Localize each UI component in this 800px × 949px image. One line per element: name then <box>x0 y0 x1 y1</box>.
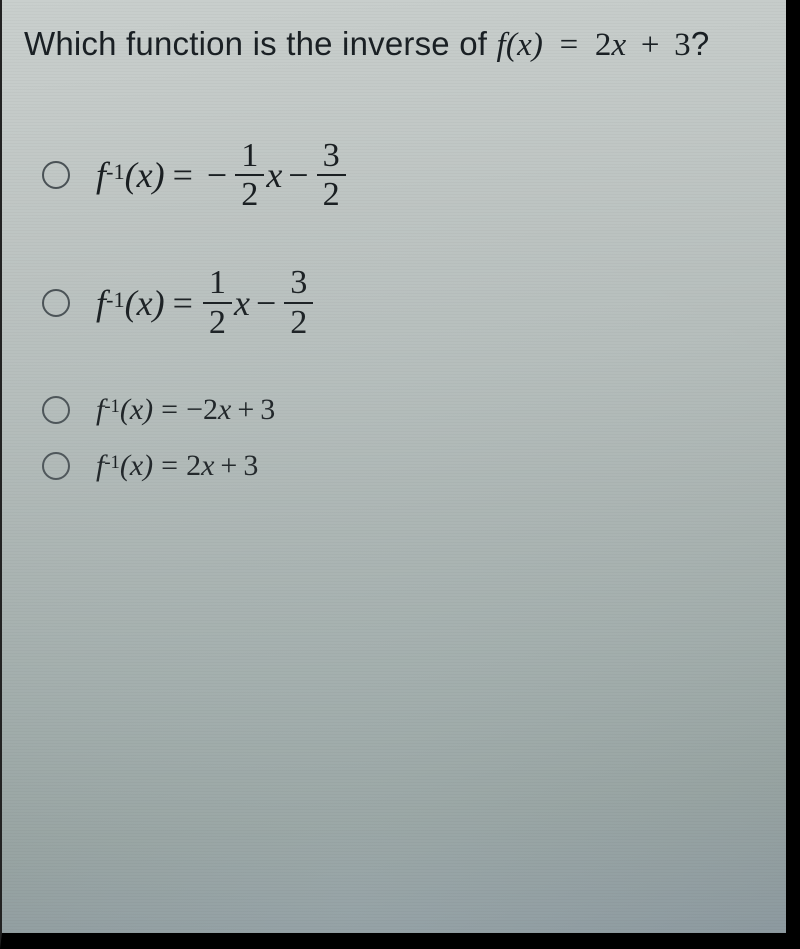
option-d-math: f-1(x) = 2x + 3 <box>96 449 258 483</box>
radio-b[interactable] <box>42 289 70 317</box>
radio-a[interactable] <box>42 161 70 189</box>
option-d[interactable]: f-1(x) = 2x + 3 <box>24 449 766 483</box>
radio-c[interactable] <box>42 396 70 424</box>
radio-d[interactable] <box>42 452 70 480</box>
quiz-screen: Which function is the inverse of f(x) = … <box>0 0 800 949</box>
fraction-icon: 3 2 <box>284 265 313 341</box>
fraction-icon: 1 2 <box>235 138 264 214</box>
fraction-icon: 1 2 <box>203 265 232 341</box>
option-c[interactable]: f-1(x) = −2x + 3 <box>24 393 766 427</box>
question-prefix: Which function is the inverse of <box>24 25 496 62</box>
option-a-math: f-1(x) = − 1 2 x − 3 2 <box>96 138 348 214</box>
option-b-math: f-1(x) = 1 2 x − 3 2 <box>96 265 315 341</box>
option-a[interactable]: f-1(x) = − 1 2 x − 3 2 <box>24 138 766 214</box>
question-text: Which function is the inverse of f(x) = … <box>24 22 766 68</box>
question-function: f(x) = 2x + 3 <box>496 27 690 63</box>
fraction-icon: 3 2 <box>317 138 346 214</box>
option-b[interactable]: f-1(x) = 1 2 x − 3 2 <box>24 265 766 341</box>
question-suffix: ? <box>691 25 710 62</box>
option-c-math: f-1(x) = −2x + 3 <box>96 393 275 427</box>
